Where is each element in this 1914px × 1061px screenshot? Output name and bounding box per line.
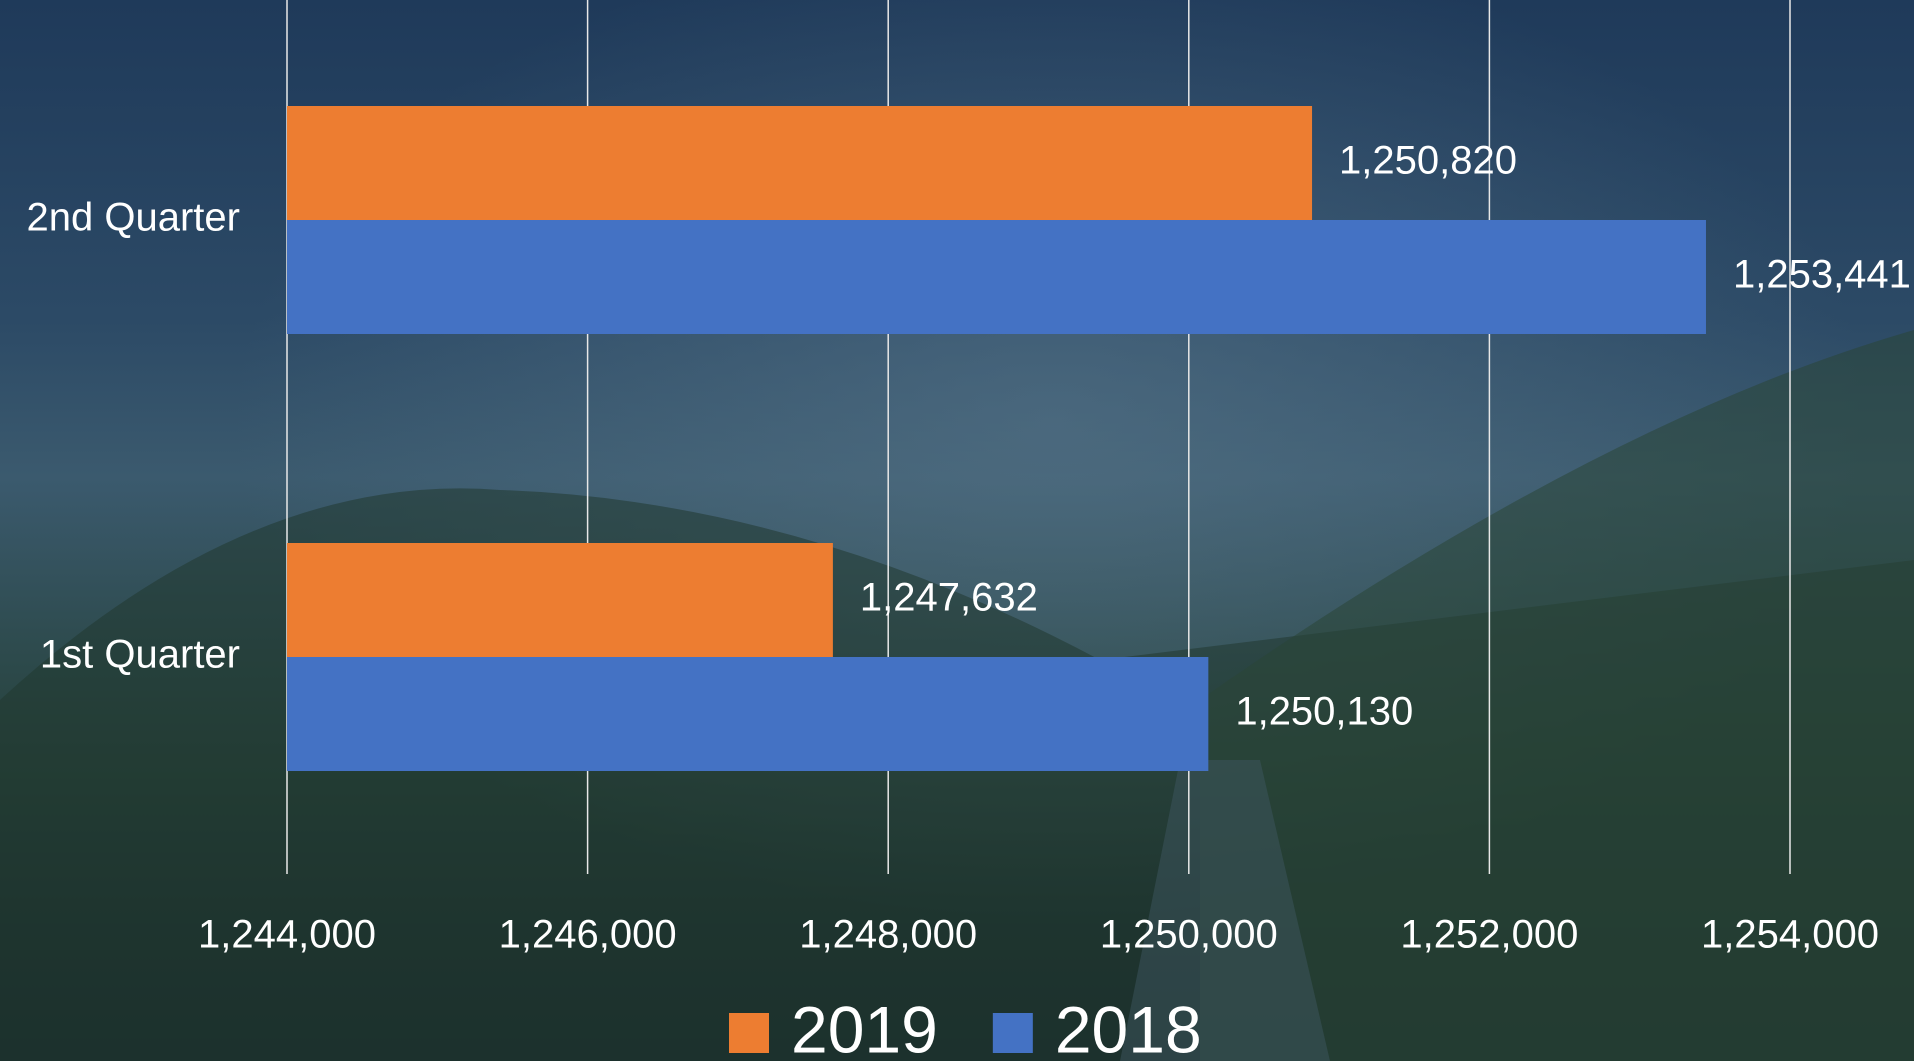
category-label: 2nd Quarter [27,196,240,240]
data-label: 1,250,130 [1235,690,1413,734]
bar [287,657,1208,771]
legend-label: 2019 [791,992,938,1061]
category-label: 1st Quarter [40,633,240,677]
bar [287,106,1312,220]
x-tick-label: 1,254,000 [1701,913,1879,957]
x-tick-label: 1,250,000 [1100,913,1278,957]
legend-label: 2018 [1055,992,1202,1061]
x-tick-label: 1,248,000 [799,913,977,957]
bar [287,543,833,657]
data-label: 1,250,820 [1339,139,1517,183]
x-tick-label: 1,244,000 [198,913,376,957]
data-label: 1,253,441 [1733,253,1911,297]
legend-swatch [993,1013,1033,1053]
chart: 1,244,000 1,246,000 1,248,000 1,250,000 1,25… [0,0,1914,1061]
x-tick-label: 1,252,000 [1400,913,1578,957]
bar [287,220,1706,334]
data-label: 1,247,632 [860,576,1038,620]
x-tick-label: 1,246,000 [499,913,677,957]
legend-swatch [729,1013,769,1053]
